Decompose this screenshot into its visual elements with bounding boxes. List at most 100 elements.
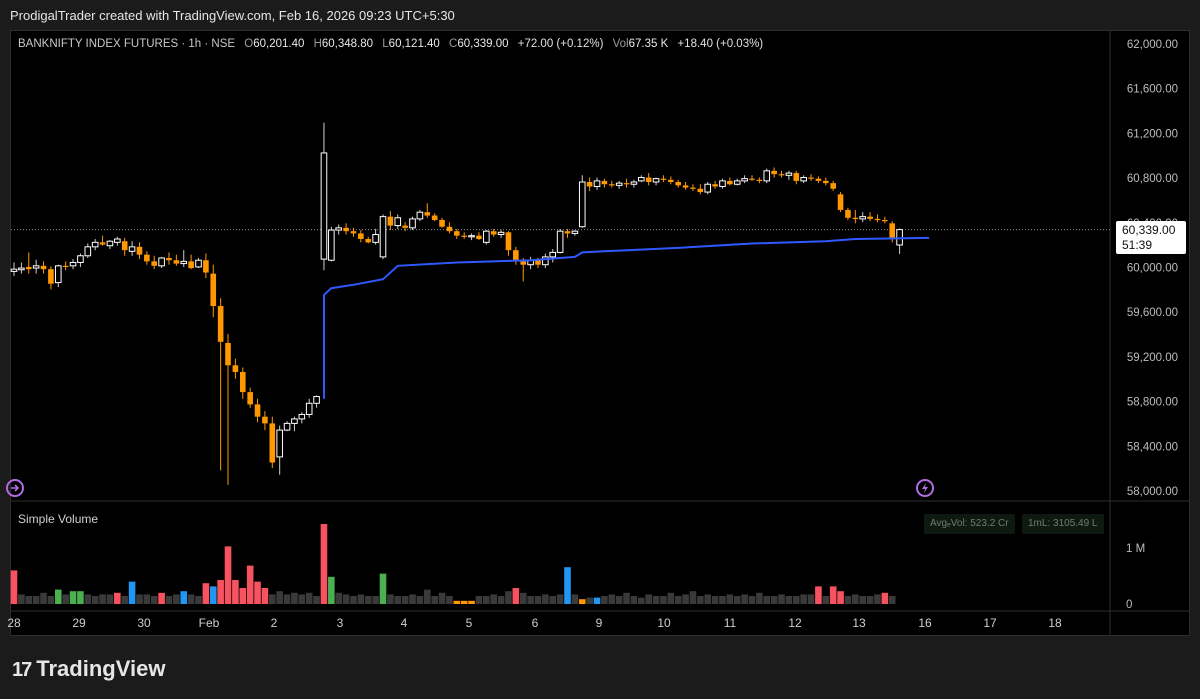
candle[interactable] [771,167,777,178]
volume-bar[interactable] [77,591,84,604]
candle[interactable] [431,213,438,222]
candle[interactable] [733,178,741,186]
volume-bar[interactable] [578,599,586,604]
volume-bar[interactable] [770,596,778,604]
candle[interactable] [166,252,172,265]
volume-bar[interactable] [128,581,136,604]
candle[interactable] [158,256,165,269]
candle[interactable] [630,179,638,188]
volume-bar[interactable] [416,596,424,604]
candle[interactable] [712,180,718,189]
volume-bar[interactable] [224,546,232,604]
candle[interactable] [276,425,283,475]
volume-bar[interactable] [387,594,394,604]
candle[interactable] [424,203,431,218]
candle[interactable] [343,223,349,235]
volume-bar[interactable] [121,596,128,604]
candle[interactable] [542,253,549,269]
candle[interactable] [225,333,231,485]
candle[interactable] [394,214,402,229]
volume-bar[interactable] [697,596,704,604]
volume-bar[interactable] [815,586,822,604]
volume-bar[interactable] [18,594,25,604]
candle[interactable] [490,228,497,237]
candle[interactable] [476,232,482,241]
volume-bar[interactable] [881,592,889,604]
volume-bar[interactable] [335,592,343,604]
candle[interactable] [210,264,217,318]
candle[interactable] [254,398,261,423]
candle[interactable] [328,226,335,262]
volume-bar[interactable] [372,596,379,604]
candle[interactable] [217,298,224,471]
candle[interactable] [10,262,18,276]
volume-bar[interactable] [748,596,756,604]
candle[interactable] [291,416,298,432]
candle[interactable] [586,177,593,191]
candle[interactable] [247,387,253,408]
volume-bar[interactable] [615,596,623,604]
candle[interactable] [91,239,99,251]
candle[interactable] [379,214,387,260]
candle[interactable] [564,228,571,238]
candle[interactable] [320,122,328,271]
candle[interactable] [823,177,829,186]
candle[interactable] [623,178,630,188]
volume-bar[interactable] [571,594,579,604]
candle[interactable] [136,242,143,260]
volume-bar[interactable] [689,591,697,604]
candle[interactable] [387,211,394,231]
candle[interactable] [852,209,859,224]
volume-bar[interactable] [342,594,350,604]
volume-bar[interactable] [195,596,202,604]
candle[interactable] [615,180,623,189]
volume-bar[interactable] [453,600,461,604]
candle[interactable] [682,182,689,190]
candle[interactable] [121,237,128,256]
volume-bar[interactable] [173,594,180,604]
volume-bar[interactable] [350,596,357,604]
candle[interactable] [99,235,106,246]
candle[interactable] [638,175,645,183]
volume-bar[interactable] [239,588,247,604]
volume-bar[interactable] [719,596,726,604]
candle[interactable] [114,236,121,246]
candle[interactable] [402,222,408,232]
tradingview-logo[interactable]: 17 TradingView [12,656,165,682]
candle[interactable] [660,175,667,183]
volume-bar[interactable] [364,596,372,604]
candle[interactable] [188,254,194,270]
volume-bar[interactable] [586,597,593,604]
candle[interactable] [652,177,660,186]
candle[interactable] [128,241,136,256]
candle[interactable] [454,228,460,240]
candle[interactable] [601,178,608,188]
candle[interactable] [151,255,158,270]
volume-bar[interactable] [837,591,844,604]
vwap-line[interactable] [323,236,930,399]
candle[interactable] [468,233,475,241]
volume-bar[interactable] [91,596,99,604]
candle[interactable] [896,228,903,254]
candle[interactable] [497,230,505,238]
candle[interactable] [859,212,867,223]
candle[interactable] [106,240,114,250]
volume-bar[interactable] [136,594,143,604]
candle[interactable] [461,232,467,240]
candle[interactable] [808,174,814,181]
volume-bar[interactable] [69,591,77,604]
volume-bar[interactable] [807,594,815,604]
volume-bar[interactable] [667,592,675,604]
candle[interactable] [77,253,84,267]
candle[interactable] [556,228,564,254]
volume-bar[interactable] [32,596,40,604]
candle[interactable] [144,251,150,265]
volume-bar[interactable] [844,596,852,604]
candle[interactable] [269,416,276,469]
volume-bar[interactable] [674,596,682,604]
chart-pane[interactable] [10,30,1190,636]
candle[interactable] [313,395,320,408]
volume-bar[interactable] [763,596,771,604]
candle[interactable] [882,216,888,224]
candle[interactable] [749,175,755,181]
